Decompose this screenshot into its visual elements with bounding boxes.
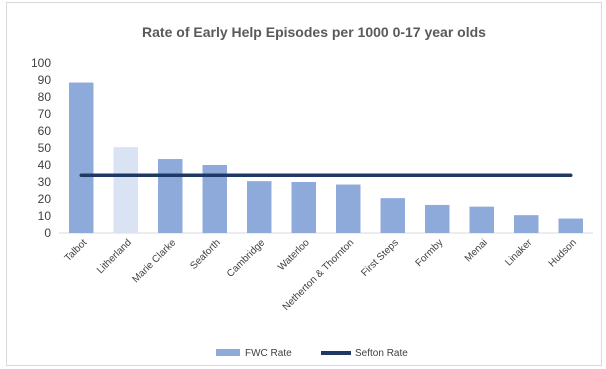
y-axis: 0 10 20 30 40 50 60 70 80 90 100 [31,56,593,240]
legend-label-sefton-rate: Sefton Rate [355,348,408,359]
x-tick-label: Hudson [547,237,579,269]
y-tick-label: 10 [38,209,52,223]
bar-menai [469,206,494,233]
bar-linaker [514,215,539,233]
chart-title: Rate of Early Help Episodes per 1000 0-1… [142,24,486,40]
x-tick-label: Cambridge [225,237,268,280]
bar-litherland [113,147,138,233]
bar-talbot [69,82,94,233]
x-tick-label: Waterloo [276,237,312,273]
y-tick-label: 40 [38,158,52,172]
x-tick-label: Formby [414,237,446,269]
bar-hudson [558,218,583,233]
y-tick-label: 80 [38,90,52,104]
y-tick-label: 30 [38,175,52,189]
legend-swatch-fwc-rate [216,349,240,356]
legend-label-fwc-rate: FWC Rate [245,348,292,359]
bar-formby [425,204,450,233]
bar-first-steps [380,198,405,233]
y-tick-label: 20 [38,192,52,206]
bar-waterloo [291,182,316,233]
x-tick-label: First Steps [359,237,401,279]
bar-series [69,82,583,233]
bar-marie-clarke [158,159,183,233]
y-tick-label: 70 [38,107,52,121]
y-tick-label: 60 [38,124,52,138]
y-tick-label: 0 [44,226,51,240]
x-tick-label: Talbot [63,237,90,264]
x-tick-label: Menai [463,237,490,264]
y-tick-label: 50 [38,141,52,155]
bar-netherton-thornton [336,184,361,233]
y-tick-label: 100 [31,56,51,70]
x-tick-label: Linaker [503,237,534,268]
y-tick-label: 90 [38,73,52,87]
chart-frame: Rate of Early Help Episodes per 1000 0-1… [6,2,602,366]
chart-canvas: Rate of Early Help Episodes per 1000 0-1… [31,24,593,359]
x-tick-label: Marie Clarke [131,237,179,285]
x-tick-label: Litherland [95,237,134,276]
bar-cambridge [247,181,272,233]
legend: FWC Rate Sefton Rate [216,348,408,359]
x-tick-label: Seaforth [188,237,223,272]
